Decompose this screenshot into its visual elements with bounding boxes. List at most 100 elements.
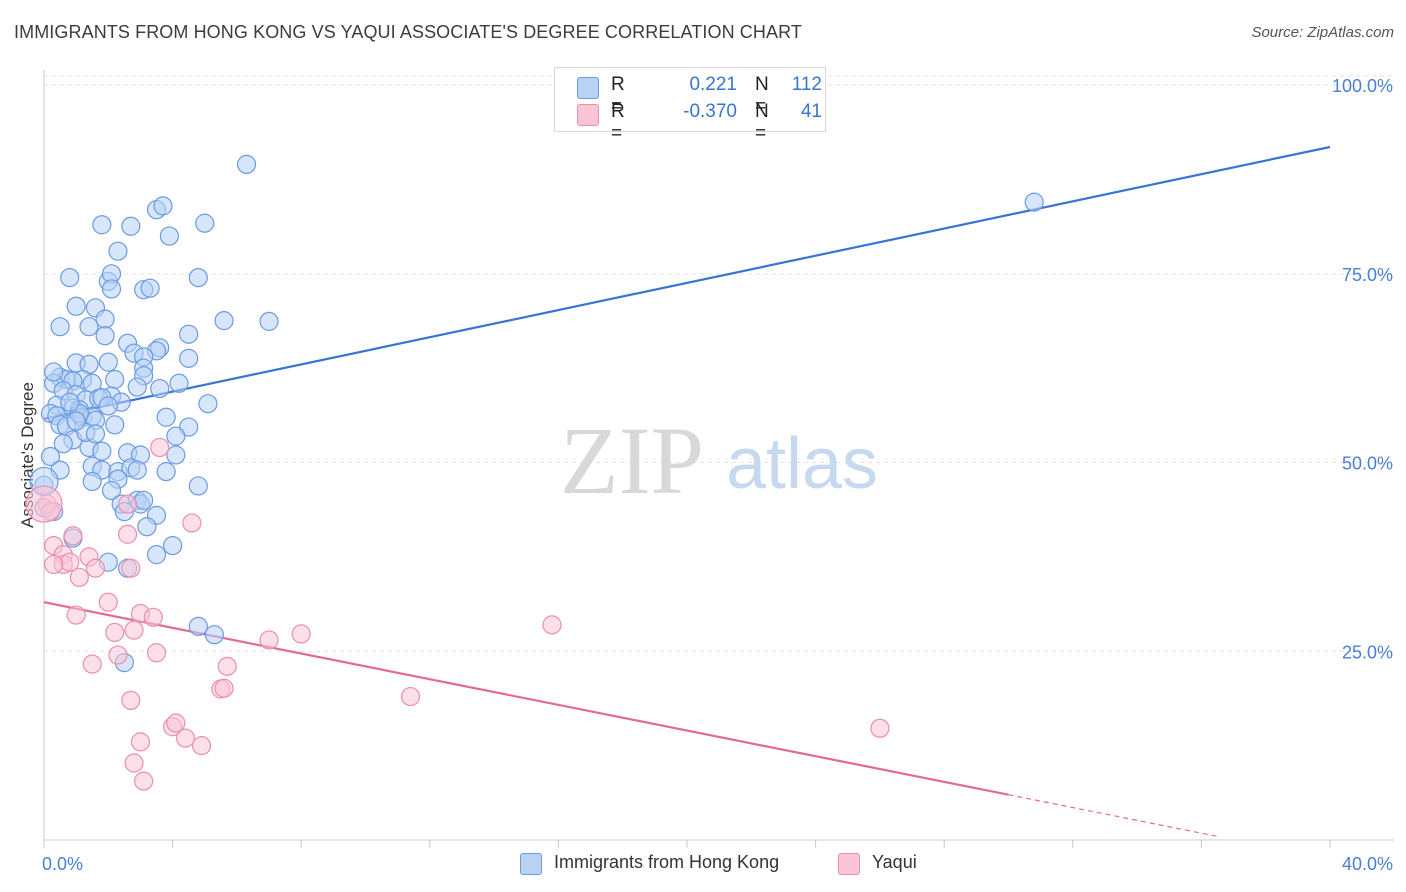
legend-n-value: 41 xyxy=(800,101,822,122)
data-point-hong-kong xyxy=(204,625,224,645)
data-point-hong-kong xyxy=(236,154,257,174)
data-point-hong-kong xyxy=(40,446,61,467)
data-point-hong-kong xyxy=(108,241,128,261)
data-point-yaqui xyxy=(44,554,64,575)
data-point-yaqui xyxy=(870,718,890,738)
series-hong-kong-points xyxy=(29,154,1044,673)
data-point-hong-kong xyxy=(137,517,157,537)
legend-swatch-pink xyxy=(838,853,860,875)
data-point-yaqui xyxy=(117,524,138,544)
legend-r-label: R = xyxy=(611,74,625,117)
data-point-hong-kong xyxy=(1024,192,1044,212)
data-point-hong-kong xyxy=(127,377,147,397)
data-point-yaqui xyxy=(98,592,118,612)
data-point-hong-kong xyxy=(98,396,118,416)
data-point-yaqui xyxy=(124,753,144,773)
data-point-hong-kong xyxy=(195,213,215,233)
data-point-yaqui xyxy=(69,567,89,587)
series-yaqui-points xyxy=(25,437,890,791)
data-point-yaqui xyxy=(259,630,279,650)
trend-line-hong-kong xyxy=(43,145,1331,420)
data-point-yaqui xyxy=(191,736,212,756)
data-point-hong-kong xyxy=(188,616,208,636)
data-point-yaqui xyxy=(121,690,141,710)
watermark: ZIP atlas xyxy=(560,407,878,514)
legend-label: Immigrants from Hong Kong xyxy=(554,852,780,872)
legend-n-label: N = xyxy=(755,101,769,144)
data-point-hong-kong xyxy=(166,445,186,465)
data-point-hong-kong xyxy=(105,415,125,435)
data-point-yaqui xyxy=(117,494,138,514)
data-point-hong-kong xyxy=(66,296,86,316)
y-tick-label: 75.0% xyxy=(1342,265,1393,285)
chart-title: IMMIGRANTS FROM HONG KONG VS YAQUI ASSOC… xyxy=(14,22,802,42)
data-point-hong-kong xyxy=(150,378,170,399)
y-tick-label: 50.0% xyxy=(1342,454,1393,474)
data-point-hong-kong xyxy=(166,426,186,446)
data-point-hong-kong xyxy=(179,324,199,344)
data-point-hong-kong xyxy=(121,216,141,236)
data-point-yaqui xyxy=(121,558,141,578)
data-point-hong-kong xyxy=(66,411,86,431)
data-point-yaqui xyxy=(146,643,167,663)
data-point-hong-kong xyxy=(85,424,106,444)
data-point-yaqui xyxy=(214,678,234,698)
data-point-hong-kong xyxy=(134,490,154,510)
data-point-yaqui xyxy=(291,624,311,644)
axes xyxy=(43,70,1394,848)
data-point-hong-kong xyxy=(50,317,70,337)
data-point-yaqui-large xyxy=(25,485,63,523)
correlation-legend: R = 0.221 N = 112 R = -0.370 N = 41 xyxy=(554,67,826,144)
data-point-hong-kong xyxy=(98,352,118,372)
x-tick-label: 0.0% xyxy=(42,854,83,874)
trend-lines xyxy=(43,145,1331,838)
legend-label: Yaqui xyxy=(872,852,917,872)
data-point-hong-kong xyxy=(188,476,208,496)
data-point-hong-kong xyxy=(60,392,80,412)
legend-swatch-pink xyxy=(577,104,599,126)
data-point-hong-kong xyxy=(95,309,115,329)
tick-labels: 25.0% 50.0% 75.0% 100.0% 0.0% 40.0% xyxy=(42,76,1393,874)
data-point-yaqui xyxy=(166,713,186,733)
y-tick-label: 100.0% xyxy=(1332,76,1393,96)
data-point-yaqui xyxy=(82,654,102,674)
legend-n-label: N = xyxy=(755,74,769,117)
trend-line-yaqui-extension xyxy=(1008,794,1218,838)
data-point-yaqui xyxy=(134,771,154,791)
data-point-hong-kong xyxy=(188,267,208,288)
data-point-yaqui xyxy=(150,437,170,458)
data-point-hong-kong xyxy=(101,279,122,299)
data-point-hong-kong xyxy=(44,362,64,382)
data-point-hong-kong xyxy=(156,462,176,482)
data-point-hong-kong xyxy=(140,278,160,298)
data-point-hong-kong xyxy=(159,226,179,246)
legend-r-value: 0.221 xyxy=(689,74,737,95)
data-point-yaqui xyxy=(105,622,125,643)
data-point-yaqui xyxy=(130,732,151,752)
data-point-yaqui xyxy=(124,620,144,640)
legend-r-label: R = xyxy=(611,101,625,144)
data-point-hong-kong xyxy=(163,535,183,556)
data-point-yaqui xyxy=(542,615,562,635)
data-point-hong-kong xyxy=(127,460,147,480)
data-point-hong-kong xyxy=(259,311,279,331)
data-point-yaqui xyxy=(182,513,202,533)
data-point-hong-kong xyxy=(92,441,112,461)
data-point-hong-kong xyxy=(95,326,115,346)
data-point-hong-kong xyxy=(214,311,234,331)
data-point-hong-kong xyxy=(82,471,102,492)
x-tick-label: 40.0% xyxy=(1342,854,1393,874)
data-point-hong-kong xyxy=(79,317,99,337)
y-tick-label: 25.0% xyxy=(1342,642,1393,662)
legend-n-value: 112 xyxy=(791,74,822,95)
data-point-yaqui xyxy=(66,605,86,625)
data-point-hong-kong xyxy=(105,369,125,390)
data-point-hong-kong xyxy=(60,267,80,288)
data-point-hong-kong xyxy=(146,545,167,565)
data-point-yaqui xyxy=(143,607,163,627)
data-point-hong-kong xyxy=(156,407,176,427)
data-point-hong-kong xyxy=(101,480,122,501)
chart-source: Source: ZipAtlas.com xyxy=(1251,24,1394,41)
data-point-hong-kong xyxy=(153,196,173,216)
